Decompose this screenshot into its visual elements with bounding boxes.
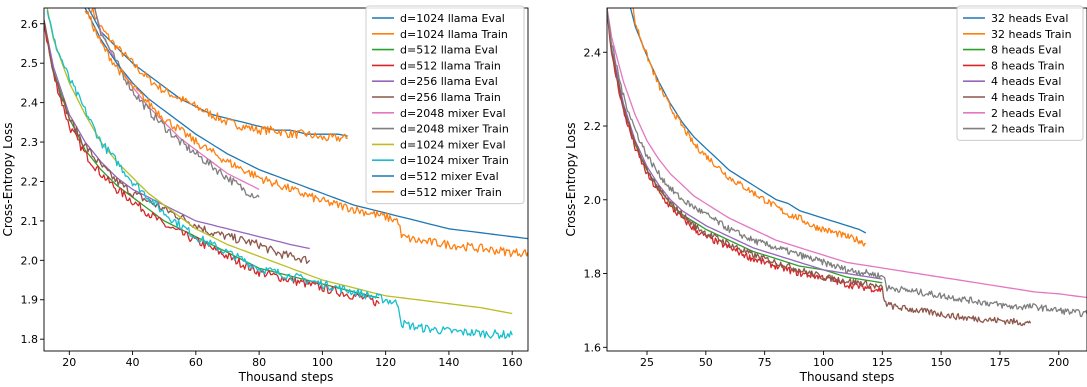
series-line-32-heads-eval bbox=[629, 8, 867, 234]
legend-entry: d=256 llama Eval bbox=[400, 75, 498, 88]
legend-box bbox=[956, 5, 1084, 141]
legend-entry: d=1024 llama Train bbox=[400, 28, 508, 41]
legend-entry: d=1024 mixer Eval bbox=[400, 138, 506, 151]
legend-entry: 4 heads Train bbox=[991, 91, 1065, 104]
legend-entry: d=512 mixer Eval bbox=[400, 170, 499, 183]
plot-frame bbox=[43, 7, 529, 352]
legend-entry: 2 heads Train bbox=[991, 123, 1065, 136]
x-tick-label: 200 bbox=[1048, 356, 1069, 369]
x-tick-label: 80 bbox=[252, 356, 266, 369]
legend-entry: d=1024 llama Eval bbox=[400, 12, 505, 25]
legend-entry: 8 heads Eval bbox=[991, 44, 1061, 57]
y-axis-label: Cross-Entropy Loss bbox=[1, 123, 15, 237]
series-line-32-heads-train bbox=[632, 8, 867, 247]
y-tick-label: 1.8 bbox=[584, 268, 602, 281]
y-tick-label: 2.2 bbox=[584, 120, 602, 133]
legend-entry: 4 heads Eval bbox=[991, 75, 1061, 88]
y-tick-label: 2.6 bbox=[21, 18, 39, 31]
legend-entry: d=512 mixer Train bbox=[400, 186, 502, 199]
series-line-d-1024-llama-train bbox=[90, 8, 348, 142]
legend-entry: d=1024 mixer Train bbox=[400, 154, 509, 167]
x-axis-label: Thousand steps bbox=[238, 370, 334, 384]
x-tick-label: 40 bbox=[126, 356, 140, 369]
y-tick-label: 2.0 bbox=[21, 254, 39, 267]
series-line-d-512-llama-train bbox=[44, 26, 380, 307]
series-line-d-256-llama-train bbox=[44, 20, 311, 264]
series-line-d-1024-mixer-eval bbox=[46, 8, 513, 315]
legend-entry: d=256 llama Train bbox=[400, 91, 501, 104]
plot-frame bbox=[606, 7, 1087, 352]
series-line-4-heads-train bbox=[607, 9, 1032, 327]
y-tick-label: 2.2 bbox=[21, 175, 39, 188]
legend: 32 heads Eval 32 heads Train 8 heads Eval 8… bbox=[956, 5, 1084, 141]
series-line-2-heads-train bbox=[607, 8, 1087, 318]
x-tick-label: 100 bbox=[312, 356, 333, 369]
legend-entry: d=2048 mixer Eval bbox=[400, 107, 506, 120]
series-group bbox=[607, 8, 1087, 327]
legend-entry: 32 heads Train bbox=[991, 28, 1072, 41]
y-tick-label: 2.4 bbox=[584, 46, 602, 59]
series-line-d-256-llama-eval bbox=[44, 19, 310, 250]
series-group bbox=[44, 8, 528, 340]
series-line-d-2048-mixer-train bbox=[94, 8, 260, 199]
legend-entry: d=512 llama Train bbox=[400, 59, 501, 72]
y-tick-label: 1.9 bbox=[21, 294, 39, 307]
series-line-d-512-mixer-eval bbox=[84, 8, 528, 240]
series-line-2-heads-eval bbox=[607, 8, 1087, 299]
y-tick-label: 2.4 bbox=[21, 97, 39, 110]
x-tick-label: 75 bbox=[758, 356, 772, 369]
series-line-8-heads-train bbox=[607, 8, 883, 293]
x-tick-label: 25 bbox=[640, 356, 654, 369]
x-tick-label: 175 bbox=[989, 356, 1010, 369]
legend: d=1024 llama Eval d=1024 llama Train d=512… bbox=[365, 5, 525, 205]
series-line-d-512-mixer-train bbox=[84, 10, 528, 258]
x-tick-label: 20 bbox=[62, 356, 76, 369]
y-tick-label: 1.8 bbox=[21, 333, 39, 346]
y-tick-label: 1.6 bbox=[584, 341, 602, 354]
legend-entry: d=2048 mixer Train bbox=[400, 123, 509, 136]
left-chart: 20 40 60 80 100 120 140 160 1.8 1.9 2.0 2.1 2.2 2.3 2.… bbox=[1, 5, 529, 384]
legend-entry: d=512 llama Eval bbox=[400, 44, 498, 57]
x-tick-label: 150 bbox=[931, 356, 952, 369]
x-tick-label: 100 bbox=[813, 356, 834, 369]
y-tick-label: 2.1 bbox=[21, 215, 39, 228]
x-tick-label: 140 bbox=[438, 356, 459, 369]
y-tick-label: 2.0 bbox=[584, 194, 602, 207]
x-axis-label: Thousand steps bbox=[799, 370, 895, 384]
x-tick-label: 125 bbox=[872, 356, 893, 369]
x-tick-label: 160 bbox=[502, 356, 523, 369]
y-tick-label: 2.5 bbox=[21, 57, 39, 70]
legend-box bbox=[365, 5, 525, 205]
series-line-8-heads-eval bbox=[607, 8, 883, 284]
right-chart: 25 50 75 100 125 150 175 200 1.6 1.8 2.0 2.2 2.4 Thou… bbox=[564, 5, 1087, 384]
y-tick-label: 2.3 bbox=[21, 136, 39, 149]
x-tick-label: 60 bbox=[189, 356, 203, 369]
series-line-d-512-llama-eval bbox=[44, 23, 380, 299]
x-tick-label: 50 bbox=[699, 356, 713, 369]
legend-entry: 32 heads Eval bbox=[991, 12, 1068, 25]
series-line-d-1024-mixer-train bbox=[46, 10, 513, 340]
legend-entry: 8 heads Train bbox=[991, 59, 1065, 72]
series-line-4-heads-eval bbox=[607, 8, 883, 280]
y-axis-label: Cross-Entropy Loss bbox=[564, 123, 578, 237]
x-tick-label: 120 bbox=[375, 356, 396, 369]
legend-entry: 2 heads Eval bbox=[991, 107, 1061, 120]
